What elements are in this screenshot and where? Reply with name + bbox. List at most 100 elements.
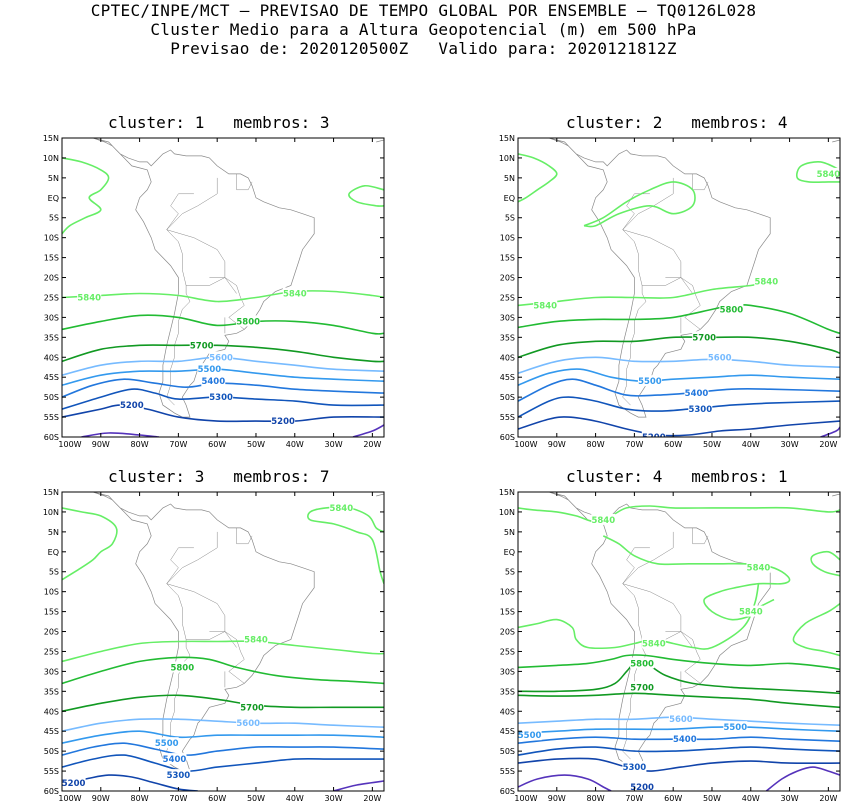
contour-5800 [518,303,840,335]
contour-label-bg [271,415,296,427]
lat-tick-label: 40S [500,353,515,362]
lat-tick-label: 5S [505,214,515,223]
contour-5840 [62,640,384,663]
lat-tick-label: 25S [500,294,515,303]
contour-label-bg [641,637,666,649]
lon-tick-label: 70W [625,440,643,449]
contour-label: 5800 [170,663,194,673]
contour-5840 [518,153,558,203]
lon-tick-label: 50W [247,794,265,803]
contour-label: 5840 [283,290,307,300]
lat-tick-label: 30S [500,313,515,322]
contour-label-bg [209,391,234,403]
country-border [209,277,237,294]
lon-tick-label: 40W [286,794,304,803]
contour-label: 5840 [754,278,778,288]
contour-5400 [62,742,384,756]
coastline [832,492,840,497]
lat-tick-label: 55S [44,767,59,776]
lat-tick-label: 25S [44,648,59,657]
country-border [692,173,709,191]
contour-label-bg [154,737,179,749]
map-content: 5840 5840 5800 5700 5600 5500 5400 5300 5200 5200 [62,138,384,437]
lat-tick-label: 10S [500,234,515,243]
country-border [186,277,226,286]
contour-label-bg [236,315,261,327]
lon-tick-label: 90W [548,440,566,449]
contour-label-bg [170,661,195,673]
lon-tick-label: 90W [92,794,110,803]
contour-label: 5500 [155,739,179,749]
contour-label: 5700 [630,683,654,693]
lat-tick-label: 10N [499,154,515,163]
lat-tick-label: 5N [504,528,515,537]
lat-tick-label: 20S [500,274,515,283]
lon-tick-label: 70W [169,794,187,803]
lat-tick-label: 35S [44,333,59,342]
lat-tick-label: EQ [48,194,59,203]
lat-tick-label: 15S [44,254,59,263]
contour-5840 [348,184,384,207]
lat-tick-label: 60S [500,433,515,442]
lon-tick-label: 60W [208,794,226,803]
map-svg: 5840 5840 5840 5800 5700 5600 5500 5400 5300 5200… [499,134,841,449]
lon-tick-label: 20W [819,440,837,449]
contour-label: 5840 [533,301,557,311]
contour-5840 [62,507,118,581]
map-svg: 5840 5840 5800 5700 5600 5500 5400 5300 5200 15N 1… [43,488,385,803]
lon-tick-label: 80W [131,440,149,449]
lat-tick-label: 5N [48,528,59,537]
lon-tick-label: 50W [703,794,721,803]
lat-tick-label: 35S [500,687,515,696]
contour-label: 5200 [642,433,666,443]
contour-low [352,424,384,437]
country-border [236,527,253,545]
lat-tick-label: 45S [500,727,515,736]
contour-label-bg [622,761,647,773]
lon-tick-label: 60W [208,440,226,449]
contour-label-bg [209,351,234,363]
lat-tick-label: 60S [44,787,59,796]
contour-5200 [518,416,840,437]
lon-tick-label: 80W [587,794,605,803]
country-border [209,631,237,648]
contour-label-bg [166,769,191,781]
contour-label-bg [641,431,666,437]
lon-tick-label: 50W [703,440,721,449]
coastline [832,138,840,143]
contour-label-bg [630,657,655,669]
contour-label-bg [282,287,307,299]
contour-low [820,426,840,437]
contour-low [333,780,384,791]
contour-label: 5840 [747,564,771,574]
contour-5840 [307,506,384,584]
map-frame [61,137,385,438]
country-border [166,193,194,242]
contour-5700 [518,692,840,709]
chart-header-line1: CPTEC/INPE/MCT — PREVISAO DE TEMPO GLOBA… [90,1,757,20]
lat-tick-label: 30S [44,667,59,676]
contour-5600 [62,718,384,732]
lat-tick-label: 30S [500,667,515,676]
contour-label-bg [244,633,268,645]
lat-tick-label: 20S [44,274,59,283]
map-panel-cluster-3: 5840 5840 5800 5700 5600 5500 5400 5300 5200 15N 1… [43,488,385,803]
contour-5700 [62,694,384,713]
lat-tick-label: 10N [43,508,59,517]
map-content: 5840 5840 5800 5700 5600 5500 5400 5300 5200 [62,492,384,791]
lat-tick-label: 55S [44,413,59,422]
lat-tick-label: 15S [44,608,59,617]
contour-label: 5500 [638,377,662,387]
country-border [622,547,650,596]
country-border [166,595,191,760]
contour-label: 5600 [236,719,260,729]
map-svg: 5840 5840 5840 5840 5800 5700 5600 5500 5500 5400… [499,488,841,803]
coastline [91,138,315,418]
contour-label-bg [746,561,771,573]
map-content: 5840 5840 5840 5800 5700 5600 5500 5400 5300 5200 [518,138,840,443]
lat-tick-label: 45S [44,727,59,736]
contour-label-bg [236,717,261,729]
contour-label: 5840 [329,504,353,514]
contour-label: 5600 [209,353,233,363]
contour-5840 [518,583,760,650]
